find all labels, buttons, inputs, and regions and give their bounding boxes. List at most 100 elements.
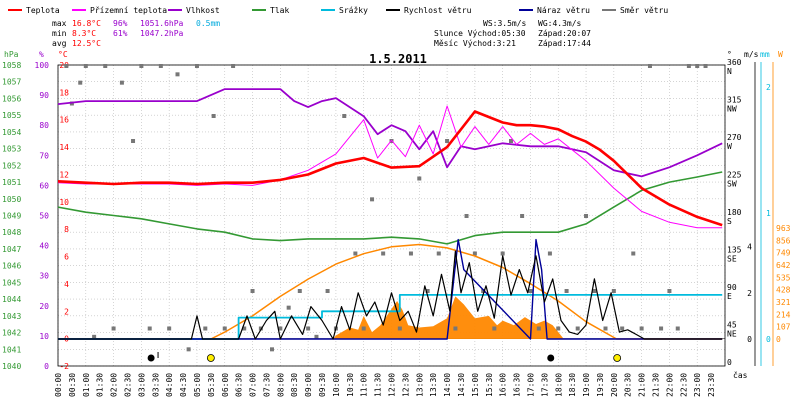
plot-frame [57,64,726,367]
hpa-tick: 1053 [2,145,21,154]
wind-direction-point [703,64,708,68]
x-tick: 15:00 [471,373,480,397]
wind-direction-point [269,347,274,352]
wind-direction-point [592,289,597,293]
x-tick: 16:30 [513,373,522,397]
direction-label: S [727,217,732,226]
hpa-tick: 1054 [2,128,21,137]
temp-axis-unit: °C [58,50,68,59]
x-tick: 05:30 [207,373,216,397]
direction-label: W [727,142,732,151]
hpa-tick: 1045 [2,278,21,287]
wind-direction-point [306,326,311,331]
direction-label: N [727,67,732,76]
sun-set-marker [613,354,622,362]
mm-tick: 2 [766,83,771,92]
wind-direction-point [297,289,302,293]
pct-tick: 80 [39,121,49,130]
hpa-tick: 1040 [2,362,21,371]
wind-direction-point [464,214,469,218]
x-tick: 02:30 [123,373,132,397]
w-tick: 321 [776,298,791,307]
wind-direction-point [64,64,69,68]
x-tick: 05:00 [193,373,202,397]
x-tick: 08:00 [276,373,285,397]
wind-direction-point [250,289,255,293]
wind-direction-point [500,251,505,256]
x-tick: 20:00 [610,373,619,397]
x-tick: 13:30 [429,373,438,397]
stat-label: max [52,19,67,28]
temp-tick: 20 [59,61,69,70]
x-tick: 18:30 [568,373,577,397]
wind-direction-point [481,289,486,293]
x-tick: 15:30 [485,373,494,397]
x-tick: 00:30 [68,373,77,397]
hpa-tick: 1055 [2,111,21,120]
temp-tick: -2 [59,362,69,371]
hpa-tick: 1046 [2,262,21,271]
legend-label: Srážky [339,6,368,15]
wind-direction-point [258,326,263,331]
x-tick: 10:30 [346,373,355,397]
hpa-tick: 1048 [2,228,21,237]
x-tick: 01:00 [82,373,91,397]
humidity-line [57,88,723,178]
pct-tick: 10 [39,332,49,341]
wind-direction-point [639,326,644,331]
pct-tick: 40 [39,242,49,251]
moon-set-info: Západ:17:44 [538,39,591,48]
wind-direction-point [620,326,625,331]
wind-speed-info: WS:3.5m/s [483,19,527,28]
wind-direction-point [408,251,413,256]
hpa-tick: 1056 [2,94,21,103]
stat-rain: 0.5mm [196,19,220,28]
wind-gust-info: WG:4.3m/s [538,19,582,28]
wind-direction-point [584,214,589,218]
wind-direction-point [103,64,108,68]
wind-direction-point [194,64,199,68]
w-tick: 749 [776,249,791,258]
wind-direction-point [536,326,541,331]
wind-direction-point [83,64,88,68]
moon-rise-marker [147,354,155,362]
temp-tick: 10 [59,198,69,207]
wind-direction-point [231,64,236,68]
x-tick: 03:30 [151,373,160,397]
plot-area [57,64,723,362]
wind-direction-point [353,251,358,256]
chart-title: 1.5.2011 [369,52,427,66]
wind-direction-point [631,251,636,256]
wind-direction-point [278,326,283,331]
pct-tick: 30 [39,272,49,281]
wind-direction-point [397,326,402,331]
stat-humidity: 61% [113,29,128,38]
pct-tick: 70 [39,151,49,160]
x-tick: 13:00 [415,373,424,397]
stat-pressure: 1047.2hPa [140,29,184,38]
x-tick: 10:00 [332,373,341,397]
stats-block: max 16.8°C 96% 1051.6hPa 0.5mm min 8.3°C 61% 104… [52,19,591,48]
ms-tick: 4 [747,243,752,252]
hpa-tick: 1044 [2,295,21,304]
sun-set-info: Západ:20:07 [538,29,591,38]
stat-temp: 8.3°C [72,29,96,38]
direction-axis-unit: ° [727,50,732,59]
wind-speed-line [58,250,723,340]
direction-label: NE [727,330,737,339]
axes: hPa1058105710561055105410531052105110501… [2,50,791,397]
direction-tick: 315 [727,96,742,105]
hpa-tick: 1041 [2,345,21,354]
temp-tick: 18 [59,88,69,97]
w-axis-unit: W [778,50,783,59]
precipitation-line [58,293,723,340]
wind-direction-point [603,326,608,331]
pct-tick: 20 [39,302,49,311]
w-tick: 107 [776,323,791,332]
wind-direction-point [575,326,580,331]
legend-label: Přízemní teplota [90,6,167,15]
stat-temp: 12.5°C [72,39,101,48]
pct-tick: 0 [44,362,49,371]
w-tick: 642 [776,261,791,270]
x-tick: 18:00 [554,373,563,397]
